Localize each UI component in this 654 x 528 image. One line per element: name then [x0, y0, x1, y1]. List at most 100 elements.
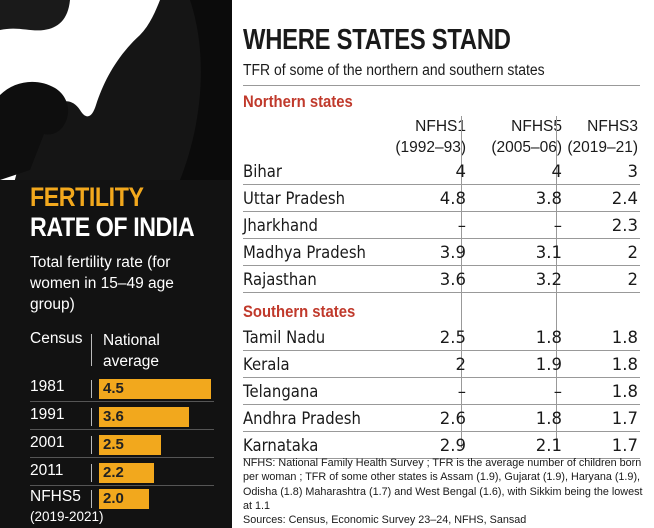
- row-divider: [243, 431, 640, 432]
- column-divider: [91, 490, 92, 508]
- census-row: 2011 2.2: [0, 460, 232, 486]
- tfr-value: 3.2: [535, 270, 562, 289]
- column-header-nfhs3: NFHS3 (2019–21): [538, 116, 638, 158]
- tfr-value: –: [553, 216, 562, 235]
- row-divider: [243, 238, 640, 239]
- sources-text: Sources: Census, Economic Survey 23–24, …: [243, 514, 527, 527]
- column-name: NFHS3: [587, 118, 638, 135]
- row-divider: [243, 377, 640, 378]
- row-divider: [30, 429, 214, 430]
- table-row: Tamil Nadu 2.5 1.8 1.8: [232, 324, 654, 351]
- column-name: NFHS5: [511, 118, 562, 135]
- fertility-bar: [99, 379, 211, 399]
- column-separator: [461, 116, 462, 448]
- row-divider: [243, 184, 640, 185]
- column-divider: [91, 334, 92, 366]
- nfhs5-period-label: (2019-2021): [30, 509, 104, 524]
- row-divider: [30, 485, 214, 486]
- fertility-bar: [99, 407, 189, 427]
- column-divider: [91, 380, 92, 398]
- census-year: NFHS5: [30, 488, 81, 505]
- state-name: Tamil Nadu: [243, 328, 326, 347]
- tfr-value: 1.8: [611, 382, 638, 401]
- table-row: Kerala 2 1.9 1.8: [232, 351, 654, 378]
- tfr-value: –: [457, 382, 466, 401]
- fertility-value: 2.5: [103, 436, 124, 453]
- row-divider: [30, 401, 214, 402]
- census-row: 2001 2.5: [0, 432, 232, 458]
- state-name: Rajasthan: [243, 270, 317, 289]
- row-divider: [243, 458, 640, 459]
- tfr-value: 2.1: [535, 436, 562, 455]
- tfr-value: 2: [627, 270, 639, 289]
- panel-title-line1: FERTILITY: [30, 182, 144, 212]
- state-name: Bihar: [243, 162, 282, 181]
- footnote: NFHS: National Family Health Survey ; TF…: [243, 456, 643, 527]
- panel-subtitle: Total fertility rate (for women in 15–49…: [30, 254, 174, 313]
- fertility-value: 2.0: [103, 490, 124, 507]
- fertility-value: 2.2: [103, 464, 124, 481]
- fertility-value: 4.5: [103, 380, 124, 397]
- northern-states-label: Northern states: [243, 93, 353, 111]
- census-year: 2001: [30, 434, 65, 451]
- table-row: Bihar 4 4 3: [232, 158, 654, 185]
- tfr-value: 1.9: [535, 355, 562, 374]
- column-years: (2005–06): [491, 139, 562, 156]
- tfr-value: –: [553, 382, 562, 401]
- state-name: Uttar Pradesh: [243, 189, 346, 208]
- tfr-value: 3.6: [439, 270, 466, 289]
- table-row: Madhya Pradesh 3.9 3.1 2: [232, 239, 654, 266]
- column-years: (2019–21): [567, 139, 638, 156]
- fertility-bar: [99, 435, 162, 455]
- column-years: (1992–93): [395, 139, 466, 156]
- fertility-bar: [99, 463, 154, 483]
- footnote-text: NFHS: National Family Health Survey ; TF…: [243, 457, 643, 512]
- left-panel: FERTILITY RATE OF INDIA Total fertility …: [0, 0, 232, 528]
- state-name: Telangana: [243, 382, 319, 401]
- tfr-value: 1.8: [535, 409, 562, 428]
- tfr-value: 2: [627, 243, 639, 262]
- tfr-value: 1.8: [535, 328, 562, 347]
- table-row: Telangana – – 1.8: [232, 378, 654, 405]
- southern-states-label: Southern states: [243, 303, 356, 321]
- table-row: Jharkhand – – 2.3: [232, 212, 654, 239]
- fertility-value: 3.6: [103, 408, 124, 425]
- column-divider: [91, 464, 92, 482]
- national-average-column-header: National average: [103, 332, 160, 370]
- tfr-value: 2.9: [439, 436, 466, 455]
- tfr-value: 3: [627, 162, 639, 181]
- row-divider: [30, 457, 214, 458]
- table-row: Karnataka 2.9 2.1 1.7: [232, 432, 654, 459]
- census-column-header: Census: [30, 330, 83, 347]
- census-year: 1991: [30, 406, 65, 423]
- state-name: Karnataka: [243, 436, 319, 455]
- tfr-value: 2.6: [439, 409, 466, 428]
- tfr-value: 1.8: [611, 328, 638, 347]
- fertility-panel: FERTILITY RATE OF INDIA Total fertility …: [0, 180, 232, 528]
- table-subheading: TFR of some of the northern and southern…: [243, 62, 545, 79]
- column-header-nfhs5: NFHS5 (2005–06): [462, 116, 562, 158]
- tfr-value: 2.4: [611, 189, 638, 208]
- column-divider: [91, 408, 92, 426]
- row-divider: [243, 350, 640, 351]
- fertility-bar: [99, 489, 149, 509]
- state-name: Andhra Pradesh: [243, 409, 361, 428]
- tfr-value: 4.8: [439, 189, 466, 208]
- tfr-value: 4: [455, 162, 467, 181]
- table-row: Rajasthan 3.6 3.2 2: [232, 266, 654, 293]
- panel-title-line2: RATE OF INDIA: [30, 212, 195, 242]
- column-name: NFHS1: [415, 118, 466, 135]
- census-row: 1981 4.5: [0, 376, 232, 402]
- column-divider: [91, 436, 92, 454]
- tfr-value: 3.8: [535, 189, 562, 208]
- tfr-value: 1.7: [611, 436, 638, 455]
- column-header-nfhs1: NFHS1 (1992–93): [366, 116, 466, 158]
- census-year: 1981: [30, 378, 65, 395]
- census-row: 1991 3.6: [0, 404, 232, 430]
- table-row: Andhra Pradesh 2.6 1.8 1.7: [232, 405, 654, 432]
- row-divider: [243, 265, 640, 266]
- column-separator: [556, 116, 557, 448]
- row-divider: [243, 211, 640, 212]
- tfr-value: –: [457, 216, 466, 235]
- tfr-value: 3.1: [535, 243, 562, 262]
